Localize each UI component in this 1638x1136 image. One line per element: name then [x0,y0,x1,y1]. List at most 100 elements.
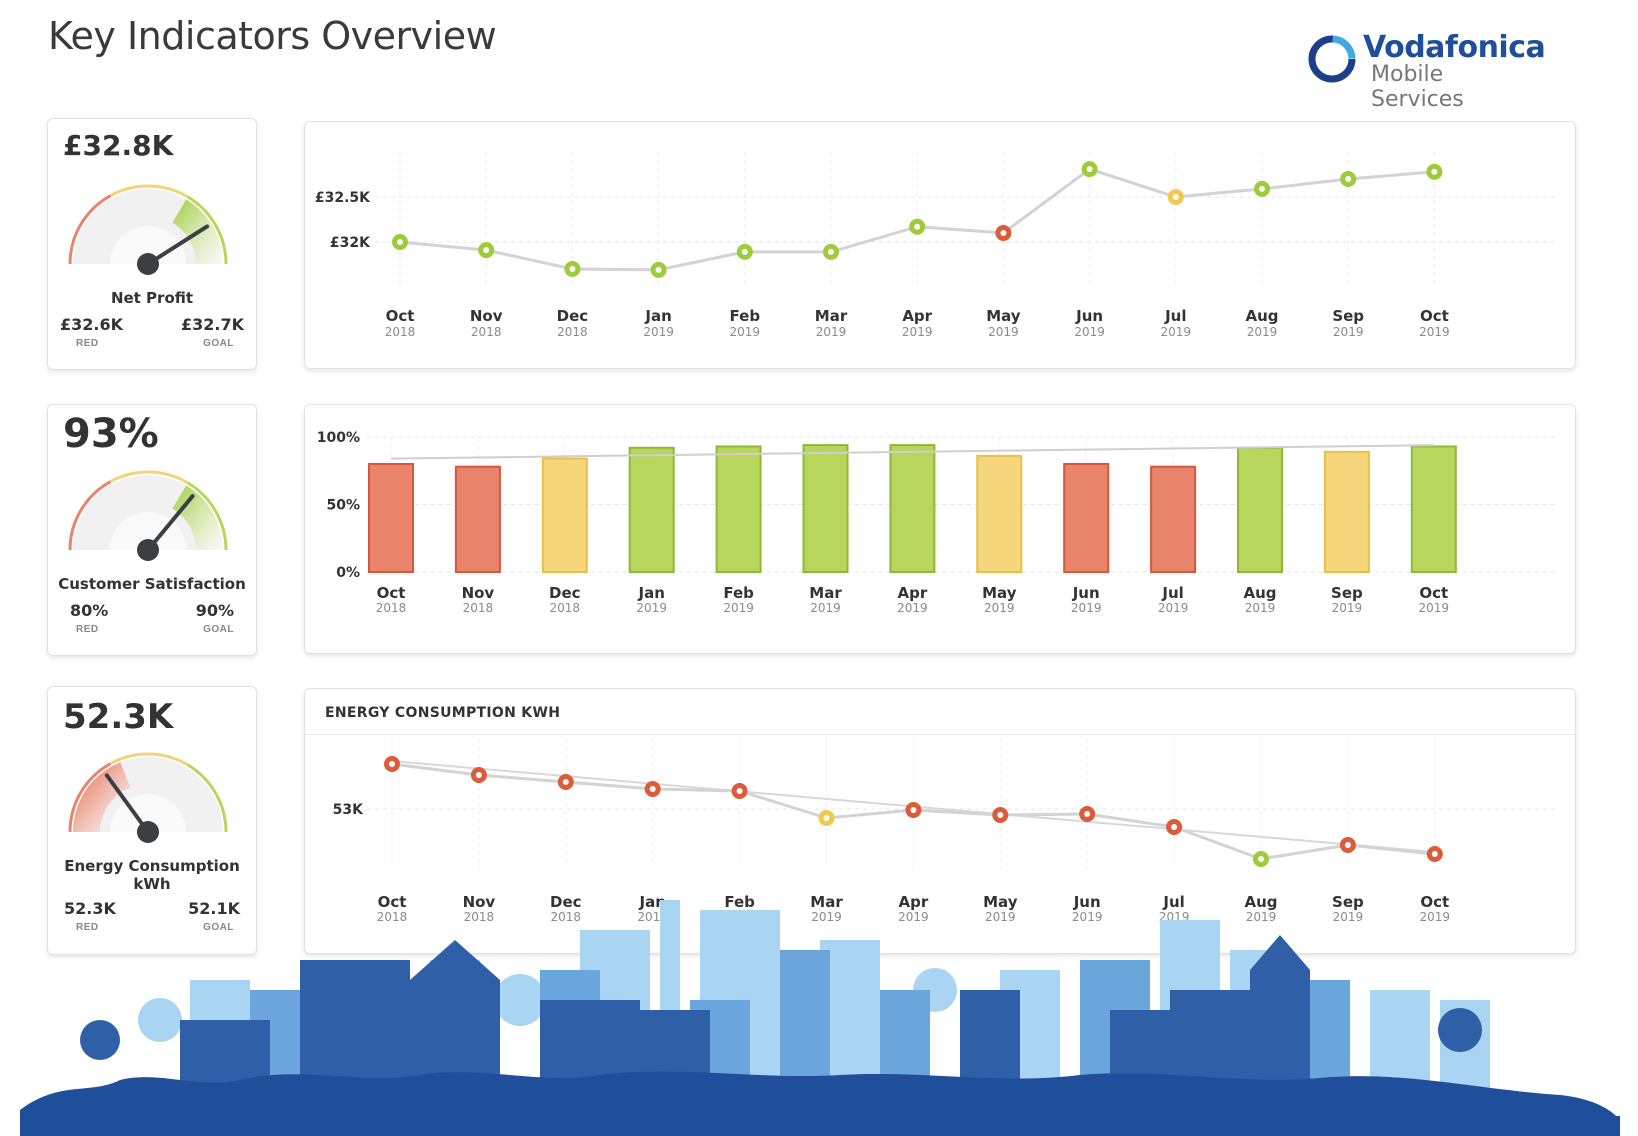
bar [368,463,414,573]
bar [889,444,936,573]
red-threshold-value: 80% [70,601,109,620]
logo-brand: Vodafonica [1363,30,1546,65]
satisfaction-gauge [68,470,228,561]
x-tick-year: 2019 [1247,325,1278,339]
kpi-value: 52.3K [63,697,174,737]
x-tick-year: 2019 [898,910,929,924]
x-tick-year: 2018 [463,601,494,615]
gauge-needle [146,494,195,552]
x-tick-year: 2019 [1074,325,1105,339]
bar [541,457,588,573]
energy-gauge [68,752,228,843]
x-tick-month: Dec [550,893,582,911]
x-tick-year: 2019 [1161,325,1192,339]
data-point-center [1344,842,1351,848]
x-tick-month: Oct [386,307,415,325]
x-tick-month: Dec [549,584,581,602]
x-tick-year: 2019 [723,601,754,615]
gauge-rim-yellow [109,752,189,767]
energy-chart-svg: 53KOct2018Nov2018Dec2018Jan2019Feb2019Ma… [333,739,1555,924]
net-profit-line-chart: £32K £32.5K Oct 2018 Nov 2018 Dec 2018 Jan 2019 Fe… [304,121,1576,369]
x-tick-month: Oct [377,584,406,602]
x-tick-year: 2019 [730,325,761,339]
net-profit-kpi-card: £32.8K Net Profit £32.6K RED £32.7K GOAL [47,118,257,370]
bar [802,444,849,573]
logo-subtitle: Mobile Services [1371,62,1464,112]
data-point-center [1431,168,1438,175]
x-tick-month: Nov [462,584,495,602]
satisfaction-bar-chart: 0% 50% 100% Oct 2018 Nov 2018 Dec 2018 Jan 2019 Feb… [304,404,1576,654]
data-point-center [649,786,656,792]
data-point-center [1345,176,1352,182]
data-point-center [569,266,576,272]
bar [628,446,675,573]
bar [454,465,501,574]
data-point-center [910,807,917,813]
gauge-rim-red [68,194,112,265]
y-tick-label: 50% [326,498,360,514]
gauge-rim-green [186,763,228,833]
data-point-center [1259,185,1265,192]
x-tick-year: 2019 [643,325,674,339]
energy-chart-title: ENERGY CONSUMPTION KWH [325,705,561,721]
data-point-center [997,812,1004,818]
data-point-center [397,239,403,245]
kpi-value: 93% [63,411,159,457]
data-point-center [1000,230,1007,236]
gauge-rim-yellow [109,470,189,485]
data-point-center [736,788,743,794]
data-point-center [823,815,830,821]
x-tick-month: Jul [1162,893,1184,911]
bar [1323,450,1370,573]
x-tick-month: Jun [1073,893,1101,911]
y-tick-label: £32.5K [315,190,371,206]
x-tick-year: 2019 [816,325,847,339]
data-point-center [389,761,395,767]
kpi-label: Customer Satisfaction [58,575,246,593]
x-tick-year: 2019 [985,910,1016,924]
x-tick-month: Aug [1245,307,1278,325]
bar [1410,445,1457,574]
x-tick-month: Oct [1420,893,1449,911]
goal-value: £32.7K [180,315,244,334]
logo-swirl-icon [1308,35,1356,83]
net-profit-chart-svg: £32K£32.5KOct2018Nov2018Dec2018Jan2019Fe… [315,152,1555,339]
x-tick-year: 2018 [557,325,588,339]
red-threshold-label: RED [76,922,99,933]
x-tick-month: May [983,893,1018,911]
y-tick-label: £32K [330,235,371,251]
x-tick-month: Jul [1161,584,1183,602]
red-threshold-value: £32.6K [60,315,124,334]
x-tick-year: 2019 [984,601,1015,615]
red-threshold-label: RED [76,624,99,635]
red-threshold-label: RED [76,338,99,349]
company-logo: Vodafonica Mobile Services [1305,30,1546,112]
gauge-active-zone [172,485,223,550]
chart-header-divider [305,734,1575,735]
red-threshold-value: 52.3K [64,899,116,918]
x-tick-month: May [982,584,1017,602]
x-tick-month: Jul [1164,307,1186,325]
data-point-center [1084,811,1091,817]
x-tick-year: 2019 [1333,325,1364,339]
data-point-center [1086,166,1093,173]
x-tick-month: May [986,307,1021,325]
gauge-rim-red [68,762,112,833]
x-tick-year: 2019 [1420,910,1451,924]
page-title: Key Indicators Overview [48,14,497,58]
kpi-label-line2: kWh [133,875,171,893]
gauge-rim-green [186,481,228,551]
y-tick-label: 100% [317,430,360,446]
x-tick-month: Sep [1331,584,1363,602]
gauge-inner [110,512,186,550]
gauge-rim-green [186,195,228,265]
x-tick-year: 2019 [1419,325,1450,339]
data-point-center [1172,194,1179,200]
x-tick-year: 2018 [471,325,502,339]
gauge-rim-yellow [109,184,189,199]
x-tick-month: Feb [724,893,755,911]
data-point-center [914,223,921,230]
x-tick-year: 2019 [1245,601,1276,615]
y-tick-label: 53K [333,802,364,818]
y-tick-label: 0% [336,565,360,581]
